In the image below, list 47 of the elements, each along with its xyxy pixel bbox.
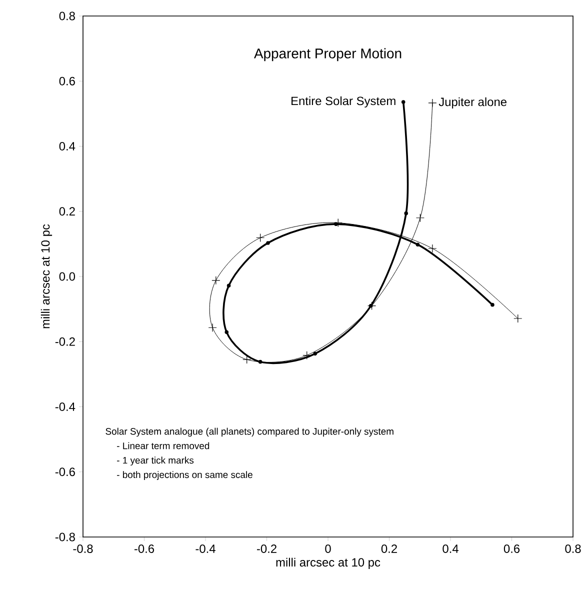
point <box>490 302 494 307</box>
x-tick-label: 0.8 <box>565 544 581 553</box>
point <box>266 241 270 245</box>
annotation: - 1 year tick marks <box>117 456 194 466</box>
y-tick-label: -0.8 <box>55 532 75 542</box>
point <box>416 242 420 246</box>
point <box>242 355 252 364</box>
point <box>224 330 229 334</box>
y-tick-label: 0.0 <box>59 272 76 281</box>
x-tick-label: 0.6 <box>504 544 520 553</box>
point <box>208 323 217 332</box>
x-tick-label: 0.4 <box>442 544 458 553</box>
series-label: Jupiter alone <box>438 97 507 109</box>
point <box>416 214 424 222</box>
y-axis-title: milli arcsec at 10 pc <box>40 224 52 328</box>
y-tick-label: 0.6 <box>59 76 75 86</box>
x-tick-label: -0.6 <box>134 544 154 553</box>
y-tick-label: 0.2 <box>59 207 75 216</box>
series-label: Entire Solar System <box>292 96 396 108</box>
x-tick-label: -0.2 <box>256 544 276 553</box>
point <box>256 233 265 242</box>
point <box>401 100 406 104</box>
point <box>514 314 522 323</box>
y-tick-label: -0.6 <box>55 468 75 476</box>
x-tick-label: 0 <box>325 544 331 553</box>
point <box>212 276 220 285</box>
y-tick-label: -0.4 <box>55 402 76 411</box>
annotation: - Linear term removed <box>117 442 210 450</box>
y-tick-label: -0.2 <box>55 337 75 346</box>
point <box>428 98 437 108</box>
x-tick-label: 0.2 <box>381 544 397 553</box>
point <box>334 218 342 228</box>
y-tick-label: 0.4 <box>59 142 76 150</box>
point <box>404 211 408 216</box>
point <box>428 244 437 253</box>
text: Apparent Proper Motion <box>254 48 402 62</box>
y-tick-label: 0.8 <box>59 12 75 20</box>
point <box>368 302 376 310</box>
point <box>313 352 318 356</box>
x-tick-label: -0.8 <box>73 544 93 553</box>
point <box>226 284 231 288</box>
x-axis-title: milli arcsec at 10 pc <box>276 558 380 569</box>
annotation: Solar System analogue (all planets) compared to Jupiter-only system <box>106 428 394 437</box>
annotation: - both projections on same scale <box>117 471 252 480</box>
point <box>258 360 262 364</box>
x-tick-label: -0.4 <box>196 544 216 553</box>
point <box>334 222 338 226</box>
